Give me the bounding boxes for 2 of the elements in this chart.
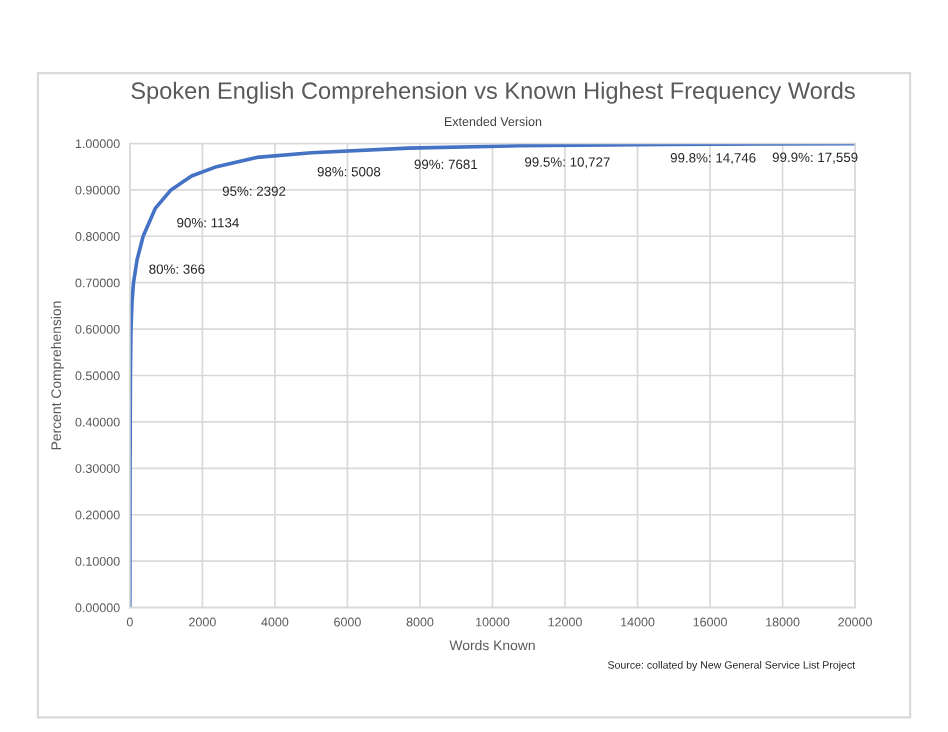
- line-series: [129, 143, 856, 608]
- chart-title: Spoken English Comprehension vs Known Highest Frequency Words: [131, 81, 855, 104]
